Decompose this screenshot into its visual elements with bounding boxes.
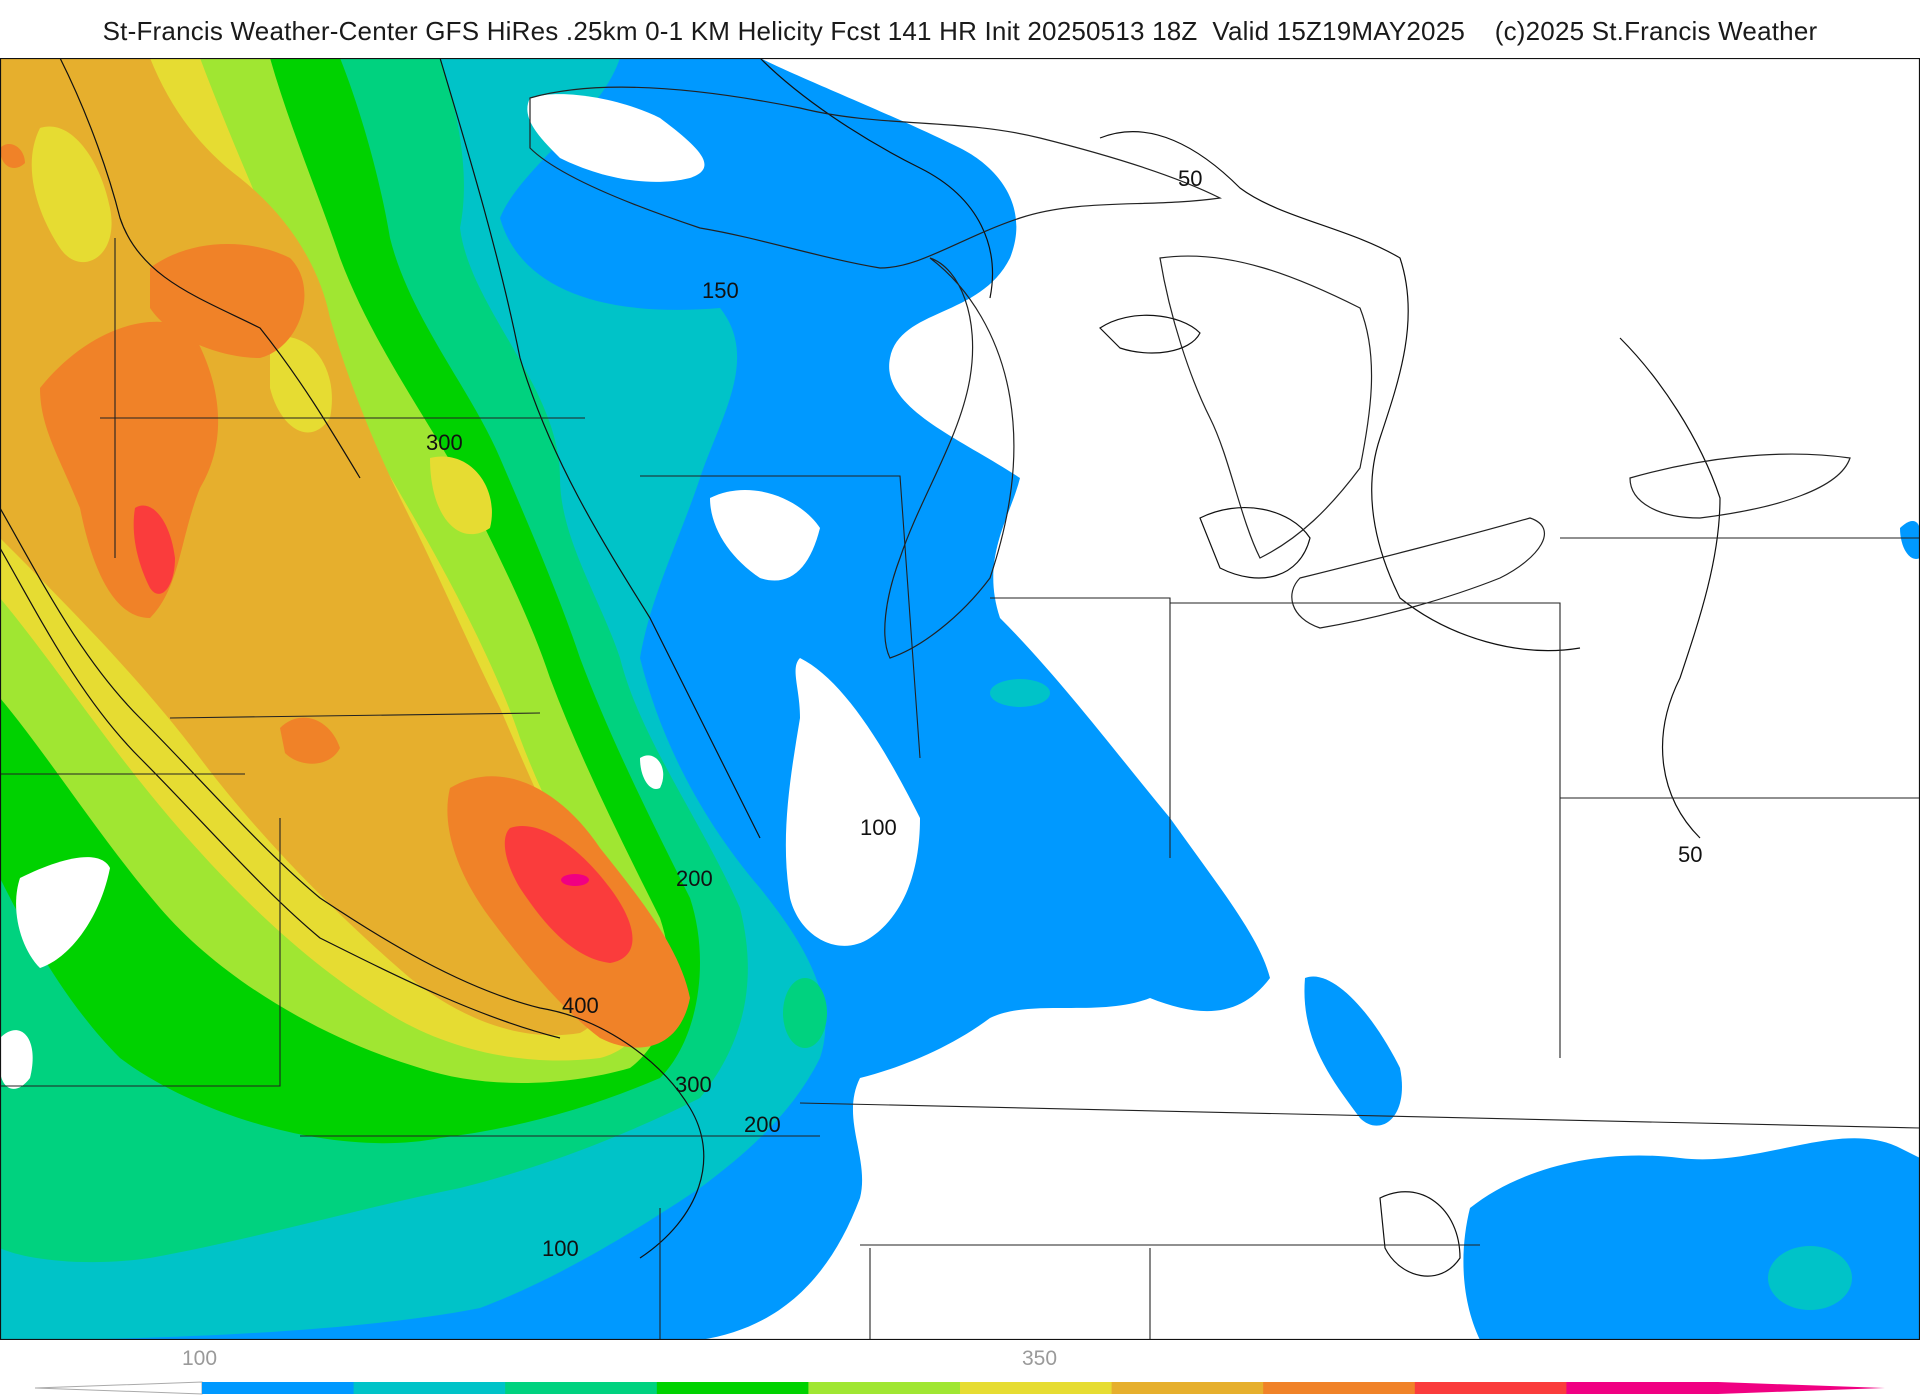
lake-erie-outline [1291,517,1545,629]
colorbar-segment [1263,1382,1416,1394]
colorbar-tick-label: 100 [182,1347,217,1370]
lake-michigan-outline [884,257,1015,659]
colorbar-segments [202,1382,1719,1394]
colorbar: 100 350 [34,1347,1885,1395]
contour-label: 300 [426,430,463,455]
fill-band-orange [0,143,690,1048]
lake-superior-outline [529,86,1222,269]
contour-label: 200 [676,866,713,891]
colorbar-segment [808,1382,961,1394]
colorbar-right-arrow [1718,1382,1885,1394]
contour-labels: 50 150 300 100 200 400 300 200 100 50 [426,166,1702,1261]
great-lakes [529,86,1851,659]
fill-band-yellow-inner [31,126,492,535]
helicity-fill-layers [0,58,1920,1340]
contour-label: 100 [860,815,897,840]
colorbar-segment [505,1382,658,1394]
fill-band-red [133,505,633,963]
contour-label: 300 [675,1072,712,1097]
colorbar-segment [1566,1382,1719,1394]
colorbar-left-arrow [34,1381,203,1395]
colorbar-tick-label: 350 [1022,1347,1057,1370]
fill-band-magenta [561,874,589,886]
colorbar-segment [353,1382,506,1394]
helicity-contours [0,58,1721,1277]
colorbar-segment [1414,1382,1567,1394]
colorbar-segment [202,1382,355,1394]
state-boundaries [0,238,1920,1340]
contour-label: 400 [562,993,599,1018]
lake-ontario-outline [1629,453,1851,519]
contour-label: 200 [744,1112,781,1137]
contour-label: 150 [702,278,739,303]
contour-label: 50 [1678,842,1702,867]
colorbar-segment [960,1382,1113,1394]
contour-label: 100 [542,1236,579,1261]
helicity-map: 50 150 300 100 200 400 300 200 100 50 [0,58,1920,1340]
map-title: St-Francis Weather-Center GFS HiRes .25k… [102,16,1818,46]
contour-label: 50 [1178,166,1202,191]
colorbar-segment [656,1382,809,1394]
lake-huron-outline [1159,255,1373,559]
colorbar-segment [1111,1382,1264,1394]
